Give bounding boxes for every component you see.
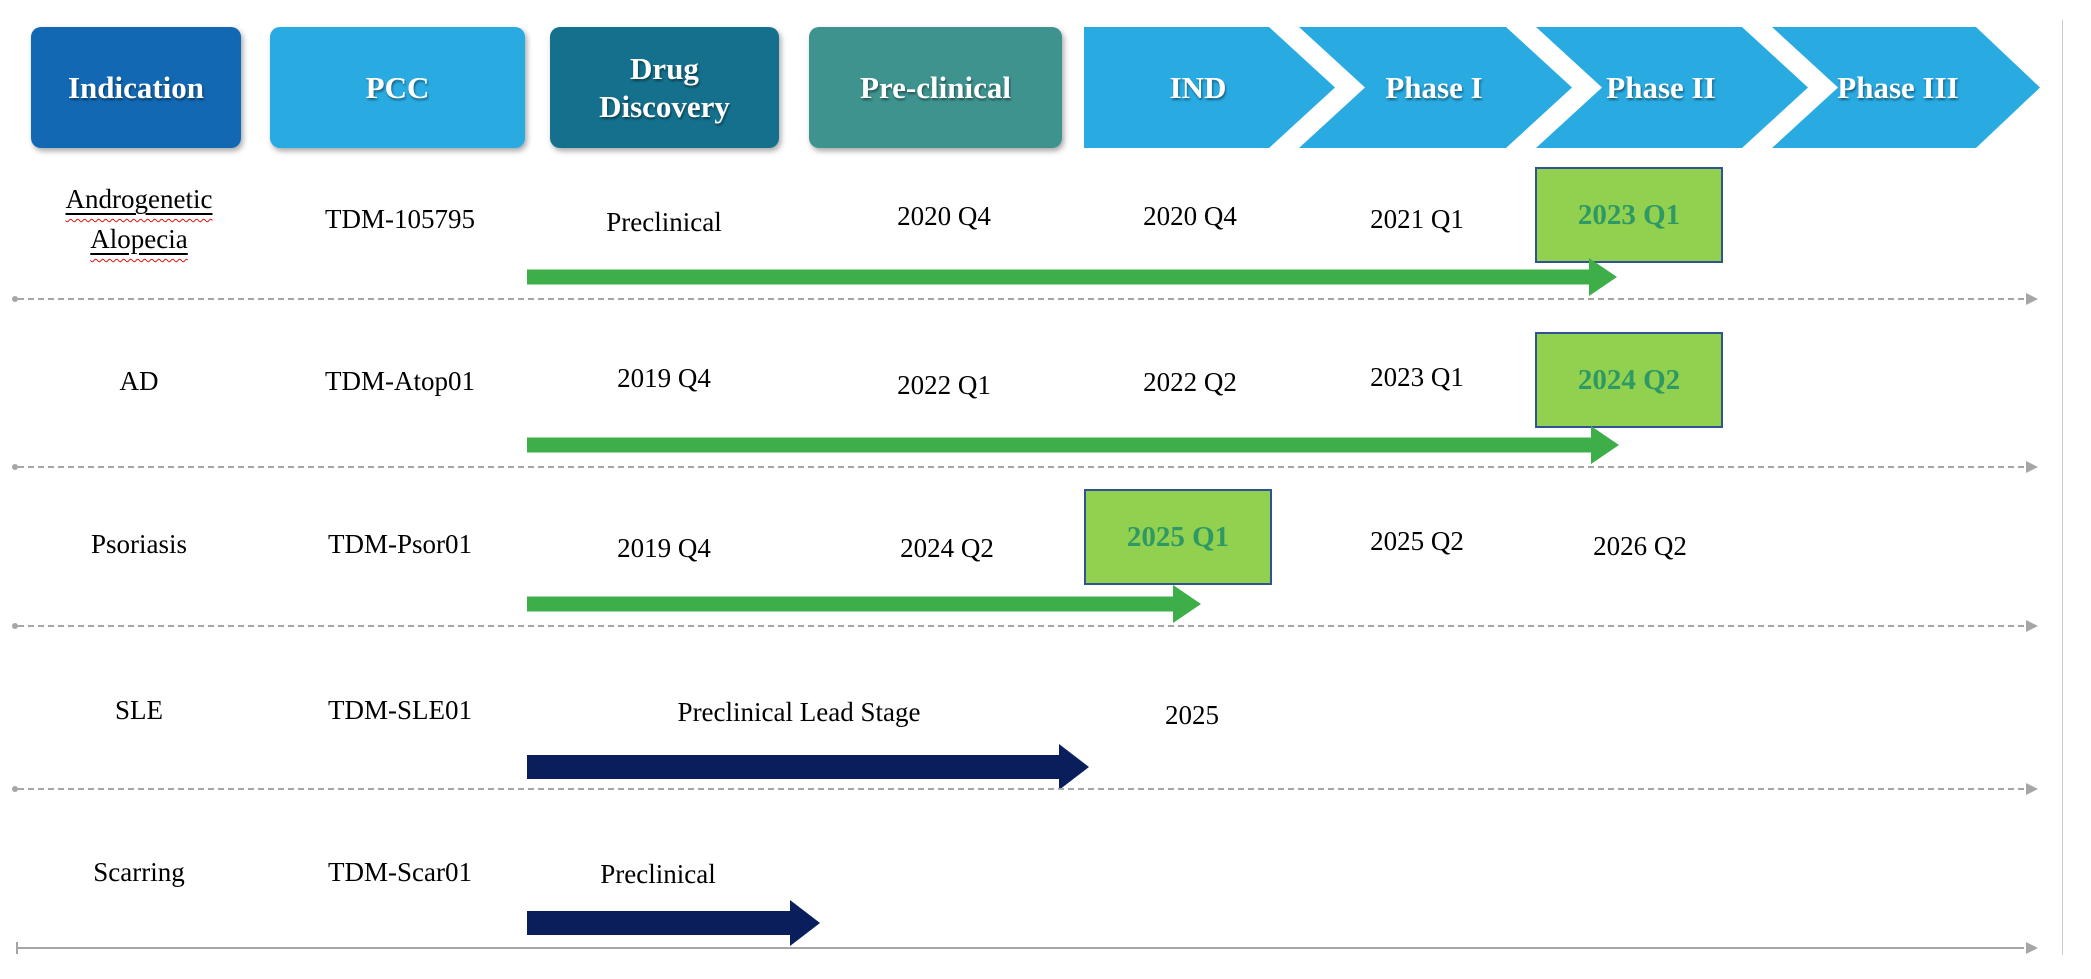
row4-pcc: TDM-SLE01 — [328, 695, 472, 725]
row4-progress-arrow-bar — [527, 755, 1061, 779]
row5-progress-arrow-bar — [527, 911, 792, 935]
header-phase-3: Phase III — [1837, 69, 1959, 105]
row-separator-line — [12, 461, 2038, 473]
row2-progress-arrow — [527, 425, 1619, 465]
row2-milestone-box: 2024 Q2 — [1535, 332, 1723, 428]
row4-stage: Preclinical Lead Stage — [677, 697, 921, 727]
header-drug-discovery: Drug Discovery — [550, 27, 779, 148]
header-phase-1: Phase I — [1385, 69, 1483, 105]
header-indication: Indication — [31, 27, 241, 148]
row-separator-line — [12, 783, 2038, 795]
row2-progress-arrow-bar — [527, 437, 1593, 453]
row4-indication: SLE — [114, 695, 164, 725]
header-phase-ind: IND — [1169, 69, 1227, 105]
row5-progress-arrow — [527, 899, 820, 947]
row1-phase1: 2021 Q1 — [1370, 204, 1464, 234]
row3-indication: Psoriasis — [90, 529, 188, 559]
row2-phase1: 2023 Q1 — [1370, 362, 1464, 392]
header-phase-2: Phase II — [1606, 69, 1716, 105]
phase-band-shape — [1084, 27, 2040, 148]
row1-progress-arrow — [527, 257, 1617, 297]
header-pcc: PCC — [270, 27, 525, 148]
row3-milestone-box: 2025 Q1 — [1084, 489, 1272, 585]
row2-ind: 2022 Q2 — [1143, 367, 1237, 397]
row1-drug-discovery: Preclinical — [606, 207, 722, 237]
row1-indication: Androgenetic Alopecia — [66, 179, 213, 259]
row-separator-line — [12, 620, 2038, 632]
row3-pcc: TDM-Psor01 — [327, 529, 473, 559]
row4-progress-arrow-head — [1059, 744, 1089, 790]
row4-ind: 2025 — [1165, 700, 1219, 730]
row1-indication-line1-underline: Androgenetic — [66, 184, 213, 214]
row3-phase1: 2025 Q2 — [1370, 526, 1464, 556]
row3-pre-clinical: 2024 Q2 — [900, 533, 994, 563]
row5-pcc: TDM-Scar01 — [328, 857, 472, 887]
row1-ind: 2020 Q4 — [1143, 201, 1237, 231]
row1-pcc: TDM-105795 — [325, 204, 475, 234]
row5-stage: Preclinical — [600, 859, 716, 889]
row2-pcc: TDM-Atop01 — [325, 366, 475, 396]
row3-progress-arrow-bar — [527, 596, 1175, 612]
row1-pre-clinical: 2020 Q4 — [897, 201, 991, 231]
phase-chevron-band: IND Phase I Phase II Phase III — [1084, 27, 2040, 148]
header-pre-clinical: Pre-clinical — [809, 27, 1062, 148]
row5-progress-arrow-head — [790, 900, 820, 946]
row1-indication-line2-underline: Alopecia — [90, 224, 187, 254]
row3-progress-arrow — [527, 584, 1201, 624]
bottom-separator-line — [16, 942, 2038, 954]
row4-progress-arrow — [527, 743, 1089, 791]
row1-progress-arrow-head — [1589, 258, 1617, 296]
row1-indication-line1: Androgenetic — [65, 184, 213, 214]
row1-progress-arrow-bar — [527, 269, 1591, 285]
row5-indication: Scarring — [93, 857, 185, 887]
slide-edge-line — [2062, 20, 2063, 955]
row2-progress-arrow-head — [1591, 426, 1619, 464]
row1-indication-line2: Alopecia — [90, 224, 188, 254]
row2-indication: AD — [119, 366, 159, 396]
row-separator-line — [12, 293, 2038, 305]
row2-pre-clinical: 2022 Q1 — [897, 370, 991, 400]
row3-drug-discovery: 2019 Q4 — [617, 533, 711, 563]
row3-progress-arrow-head — [1173, 585, 1201, 623]
row1-milestone-box: 2023 Q1 — [1535, 167, 1723, 263]
row2-drug-discovery: 2019 Q4 — [617, 363, 711, 393]
row3-phase2: 2026 Q2 — [1593, 531, 1687, 561]
